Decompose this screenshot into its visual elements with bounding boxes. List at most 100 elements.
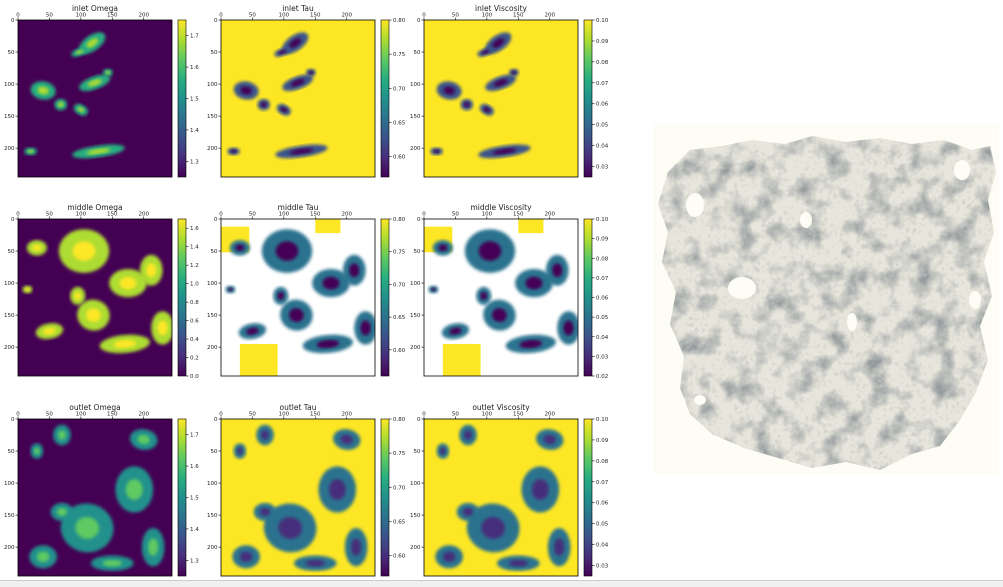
heatmap-region-core <box>105 70 111 75</box>
heatmap-field <box>221 419 375 576</box>
heatmap-region <box>315 219 341 234</box>
x-tick-label: 200 <box>544 212 555 218</box>
panel-outlet-viscosity: outlet Viscosity 0 50 100 150 200 0 50 100 150 200… <box>410 403 609 577</box>
heatmap-region-core <box>148 538 159 556</box>
colorbar-tick-label: 0.4 <box>190 337 199 343</box>
y-tick-label: 200 <box>410 545 421 551</box>
axes-frame <box>423 218 579 377</box>
heatmap-region-core <box>360 320 371 336</box>
heatmap-region-core <box>87 79 102 87</box>
heatmap-panels: inlet Omega 0 50 100 150 200 0 50 100 150 200 1.7 1.… <box>4 4 609 577</box>
y-tick-label: 50 <box>8 449 15 455</box>
y-tick-label: 50 <box>8 249 15 255</box>
heatmap-region-core <box>75 49 84 55</box>
colorbar-tick-label: 0.70 <box>393 86 406 92</box>
heatmap-region-core <box>531 479 549 500</box>
x-tick-label: 0 <box>422 212 426 218</box>
x-tick-label: 50 <box>452 13 459 19</box>
heatmap-region-core <box>157 320 168 336</box>
colorbar-tick-label: 1.7 <box>190 433 199 439</box>
colorbar-tick-label: 0.70 <box>393 282 406 288</box>
window-bottom-scrollbar[interactable] <box>0 580 1003 587</box>
y-tick-label: 0 <box>417 217 421 223</box>
heatmap-field <box>424 419 578 576</box>
heatmap-region-core <box>351 538 362 556</box>
x-tick-label: 150 <box>310 412 321 418</box>
colorbar-tick-label: 0.6 <box>190 319 199 325</box>
panel-middle-tau: middle Tau 0 50 100 150 200 0 50 100 150 200 0.80 0.… <box>207 203 406 377</box>
y-tick-label: 50 <box>414 249 421 255</box>
panel-title: inlet Viscosity <box>475 4 527 13</box>
x-tick-label: 0 <box>219 212 223 218</box>
x-tick-label: 50 <box>249 412 256 418</box>
panel-title: outlet Tau <box>280 403 317 412</box>
colorbar-tick-label: 0.07 <box>596 81 609 87</box>
axes-frame <box>423 418 579 577</box>
x-tick-label: 200 <box>138 13 149 19</box>
colorbar-tick-label: 1.6 <box>190 226 199 232</box>
x-tick-label: 200 <box>138 212 149 218</box>
axes-frame <box>17 418 173 577</box>
heatmap-region-core <box>86 38 99 48</box>
colorbar-tick-label: 0.03 <box>596 354 609 360</box>
heatmap-region-core <box>552 263 563 278</box>
heatmap-region-core <box>37 86 49 95</box>
colorbar-tick-label: 0.08 <box>596 60 609 66</box>
x-tick-label: 150 <box>107 13 118 19</box>
heatmap-region-core <box>113 339 137 349</box>
heatmap-region-core <box>440 447 446 455</box>
colorbar-tick-label: 1.2 <box>190 263 199 269</box>
x-tick-label: 200 <box>138 412 149 418</box>
heatmap-region-core <box>239 551 253 562</box>
y-tick-label: 200 <box>4 345 15 351</box>
heatmap-region-core <box>349 263 360 278</box>
y-tick-label: 200 <box>207 345 218 351</box>
x-tick-label: 0 <box>16 13 20 19</box>
heatmap-region-core <box>246 327 259 335</box>
heatmap-region-core <box>492 148 517 155</box>
heatmap-region-core <box>328 479 346 500</box>
colorbar-tick-label: 0.09 <box>596 438 609 444</box>
x-tick-label: 50 <box>46 412 53 418</box>
x-tick-label: 100 <box>482 212 493 218</box>
colorbar <box>177 19 187 178</box>
colorbar-tick-label: 1.0 <box>190 282 199 288</box>
rock-pores <box>686 160 981 405</box>
x-tick-label: 100 <box>76 13 87 19</box>
heatmap-region-core <box>480 291 488 300</box>
colorbar-tick-label: 0.09 <box>596 237 609 243</box>
colorbar-tick-label: 0.09 <box>596 39 609 45</box>
x-tick-label: 150 <box>513 412 524 418</box>
heatmap-region-core <box>235 244 245 252</box>
heatmap-region-core <box>481 49 490 55</box>
colorbar-tick-label: 0.80 <box>393 217 406 223</box>
colorbar-tick-label: 0.65 <box>393 519 406 525</box>
y-tick-label: 200 <box>207 545 218 551</box>
y-tick-label: 50 <box>211 50 218 56</box>
colorbar <box>177 218 187 377</box>
heatmap-region-core <box>519 339 543 349</box>
axes-frame <box>17 218 173 377</box>
heatmap-region-core <box>137 434 150 445</box>
heatmap-region-core <box>237 447 243 455</box>
panel-title: middle Omega <box>67 203 122 212</box>
heatmap-region <box>239 343 278 376</box>
colorbar-tick-label: 0.06 <box>596 296 609 302</box>
colorbar-tick-label: 0.80 <box>393 417 406 423</box>
colorbar-tick-label: 0.10 <box>596 217 609 223</box>
y-tick-label: 150 <box>207 513 218 519</box>
colorbar-tick-label: 0.75 <box>393 52 406 58</box>
axes-frame <box>220 218 376 377</box>
panel-middle-omega: middle Omega 0 50 100 150 200 0 50 100 150 200 1.6 1… <box>4 203 199 380</box>
y-tick-label: 200 <box>410 345 421 351</box>
heatmap-region-core <box>290 79 305 87</box>
colorbar-tick-label: 0.80 <box>393 18 406 24</box>
axes-frame <box>423 19 579 178</box>
y-tick-label: 150 <box>207 114 218 120</box>
x-tick-label: 100 <box>279 13 290 19</box>
heatmap-region-core <box>119 276 137 290</box>
heatmap-region-core <box>305 559 325 567</box>
x-tick-label: 0 <box>16 412 20 418</box>
colorbar-tick-label: 0.04 <box>596 543 609 549</box>
y-tick-label: 0 <box>417 18 421 24</box>
